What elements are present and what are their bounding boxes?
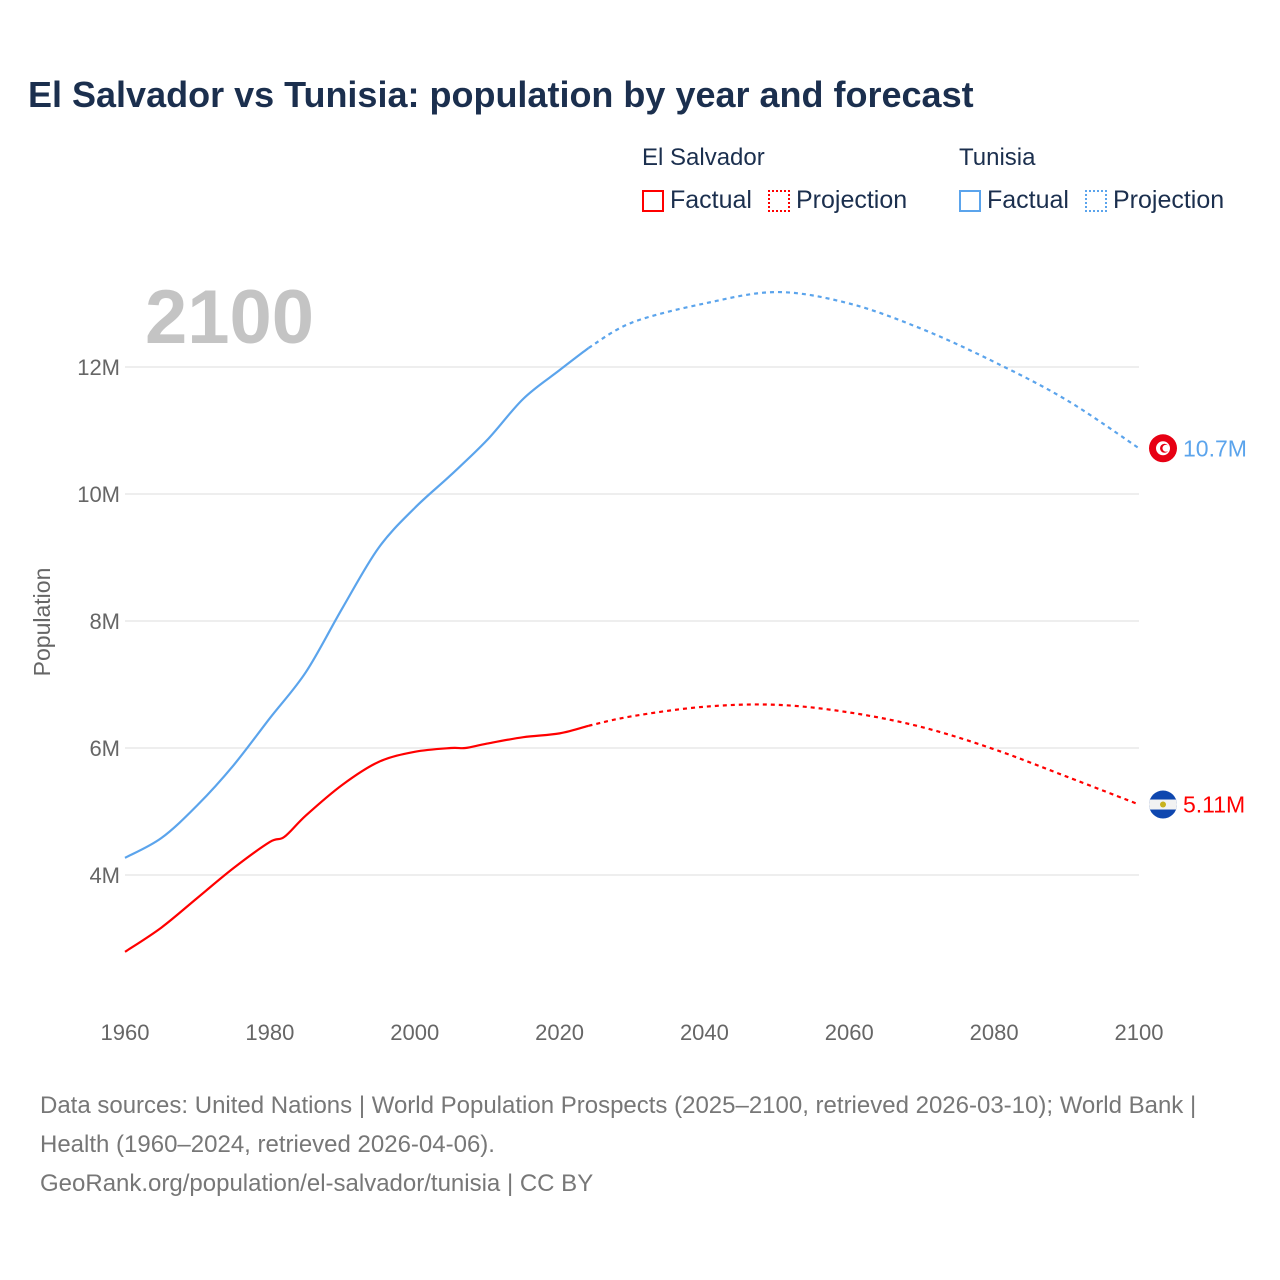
x-tick-label: 2020	[535, 1020, 584, 1045]
legend-item-tunisia-factual[interactable]: Factual	[959, 186, 1069, 215]
dotted-swatch-icon	[1084, 189, 1107, 212]
year-watermark: 2100	[145, 275, 314, 360]
chart-title: El Salvador vs Tunisia: population by ye…	[28, 74, 974, 115]
y-tick-label: 12M	[77, 355, 120, 380]
el-salvador-flag-icon	[1149, 790, 1177, 819]
el-salvador-end-label: 5.11M	[1183, 792, 1245, 818]
legend-group-el-salvador: El Salvador	[642, 144, 765, 171]
legend-label: Factual	[987, 186, 1069, 214]
x-tick-label: 2040	[680, 1020, 729, 1045]
legend-group-tunisia: Tunisia	[959, 144, 1036, 171]
legend-label: Factual	[670, 186, 752, 214]
x-tick-label: 2060	[825, 1020, 874, 1045]
attribution-link[interactable]: GeoRank.org/population/el-salvador/tunis…	[40, 1170, 594, 1197]
x-tick-label: 2080	[970, 1020, 1019, 1045]
solid-swatch-icon	[959, 189, 981, 212]
y-tick-label: 8M	[89, 609, 120, 634]
legend-el-salvador: Factual Projection	[642, 186, 923, 215]
legend-label: Projection	[1112, 186, 1225, 214]
y-tick-label: 6M	[89, 736, 120, 761]
data-sources: Data sources: United Nations | World Pop…	[40, 1092, 1197, 1158]
tunisia-projection-line	[587, 290, 1140, 450]
dotted-swatch-icon	[767, 189, 790, 212]
legend-label: Projection	[795, 186, 908, 214]
x-tick-label: 1980	[245, 1020, 294, 1045]
x-tick-label: 1960	[101, 1020, 150, 1045]
x-tick-label: 2000	[390, 1020, 439, 1045]
tunisia-factual-line	[124, 347, 590, 859]
y-tick-label: 4M	[89, 863, 120, 888]
legend-item-el-salvador-factual[interactable]: Factual	[642, 186, 752, 215]
solid-swatch-icon	[642, 189, 664, 212]
y-axis-label: Population	[29, 568, 55, 677]
el-salvador-factual-line	[124, 724, 589, 953]
legend-item-el-salvador-projection[interactable]: Projection	[767, 186, 908, 215]
el-salvador-projection-line	[588, 703, 1140, 806]
x-tick-label: 2100	[1115, 1020, 1164, 1045]
y-tick-label: 10M	[77, 482, 120, 507]
legend-tunisia: Factual Projection	[959, 186, 1240, 215]
footer: Data sources: United Nations | World Pop…	[40, 1086, 1240, 1203]
legend-item-tunisia-projection[interactable]: Projection	[1084, 186, 1225, 215]
tunisia-flag-icon	[1149, 434, 1177, 463]
tunisia-end-label: 10.7M	[1183, 435, 1247, 461]
